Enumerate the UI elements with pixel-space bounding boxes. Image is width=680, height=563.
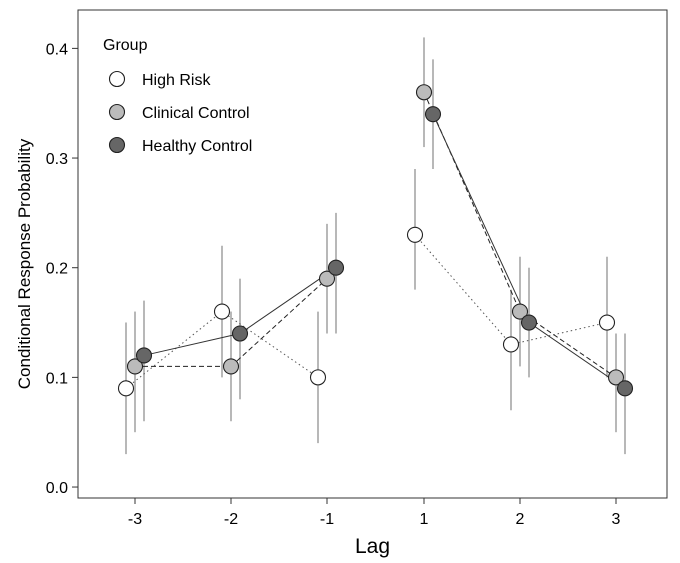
point-clinical-control — [222, 358, 240, 375]
x-tick-label: -2 — [224, 511, 238, 528]
point-healthy-control — [616, 380, 634, 397]
y-tick-label: 0.0 — [46, 480, 68, 497]
point-healthy-control — [520, 314, 538, 331]
point-clinical-control — [415, 84, 433, 101]
legend-label-healthy-control: Healthy Control — [142, 138, 252, 155]
x-tick-label: -1 — [320, 511, 334, 528]
points-layer — [117, 84, 634, 397]
legend-label-clinical-control: Clinical Control — [142, 105, 250, 122]
y-tick-label: 0.2 — [46, 261, 68, 278]
x-tick-label: 3 — [612, 511, 621, 528]
point-clinical-control — [126, 358, 144, 375]
point-healthy-control — [424, 106, 442, 123]
point-clinical-control — [318, 270, 336, 287]
plot-frame — [77, 9, 668, 499]
point-high-risk — [598, 314, 616, 331]
legend-title: Group — [103, 37, 148, 54]
legend-marker-healthy-control — [108, 136, 126, 154]
y-axis-label: Conditional Response Probability — [15, 138, 34, 389]
legend-marker-high-risk — [108, 70, 126, 88]
point-high-risk — [406, 226, 424, 243]
legend-marker-clinical-control — [108, 103, 126, 121]
axes-layer: 0.0 0.1 0.2 0.3 0.4 -3 -2 -1 1 2 3 — [46, 9, 668, 528]
errorbars-layer — [125, 37, 626, 455]
point-high-risk — [309, 369, 327, 386]
y-tick-label: 0.1 — [46, 370, 68, 387]
point-high-risk — [213, 303, 231, 320]
x-axis-label: Lag — [355, 535, 390, 558]
x-tick-label: -3 — [128, 511, 142, 528]
legend: Group High Risk Clinical Control Healthy Co… — [103, 37, 252, 155]
series-lines-layer — [125, 92, 626, 389]
y-tick-label: 0.4 — [46, 41, 68, 58]
point-healthy-control — [327, 259, 345, 276]
point-healthy-control — [135, 347, 153, 364]
point-healthy-control — [231, 325, 249, 342]
x-tick-label: 1 — [420, 511, 429, 528]
y-tick-label: 0.3 — [46, 151, 68, 168]
point-clinical-control — [511, 303, 529, 320]
point-high-risk — [502, 336, 520, 353]
point-clinical-control — [607, 369, 625, 386]
legend-label-high-risk: High Risk — [142, 72, 211, 89]
point-high-risk — [117, 380, 135, 397]
x-tick-label: 2 — [516, 511, 525, 528]
